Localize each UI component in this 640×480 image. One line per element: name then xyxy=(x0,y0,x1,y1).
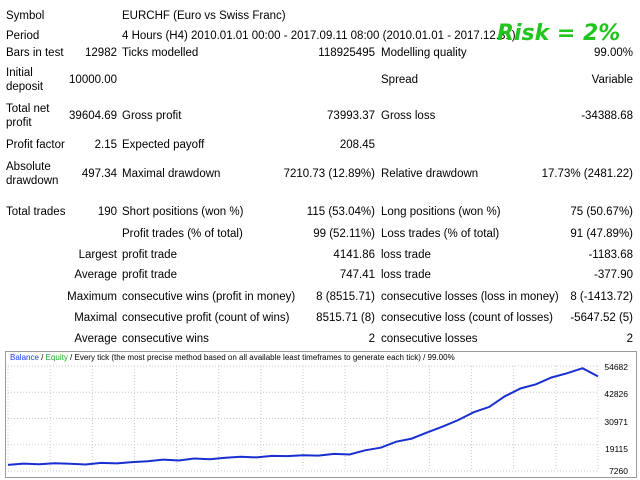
absolute-drawdown-value: 497.34 xyxy=(81,168,117,180)
legend-description: / Every tick (the most precise method ba… xyxy=(67,353,455,362)
average-consecutive-wins-label: consecutive wins xyxy=(122,333,209,345)
y-tick-label: 19115 xyxy=(604,444,628,454)
total-net-profit-label-line2: profit xyxy=(6,117,32,129)
maximal-consecutive-loss-value: -5647.52 (5) xyxy=(570,312,633,324)
modelling-quality-label: Modelling quality xyxy=(381,47,467,59)
maximum-consecutive-losses-value: 8 (-1413.72) xyxy=(570,291,633,303)
maximal-consecutive-loss-label: consecutive loss (count of losses) xyxy=(381,312,553,324)
symbol-label: Symbol xyxy=(6,10,45,22)
maximal-consecutive-profit-label: consecutive profit (count of wins) xyxy=(122,312,290,324)
symbol-value: EURCHF (Euro vs Swiss Franc) xyxy=(122,10,286,22)
absolute-drawdown-label-line1: Absolute xyxy=(6,161,51,173)
average-loss-trade-value: -377.90 xyxy=(593,269,633,281)
profit-trades-value: 99 (52.11%) xyxy=(313,228,375,240)
average-profit-trade-label: profit trade xyxy=(122,269,177,281)
largest-profit-trade-value: 4141.86 xyxy=(333,249,375,261)
average-consecutive-losses-value: 2 xyxy=(626,333,633,345)
bars-in-test-label: Bars in test xyxy=(6,47,64,59)
chart-plot xyxy=(7,365,599,472)
bars-in-test-value: 12982 xyxy=(85,47,117,59)
initial-deposit-label-line2: deposit xyxy=(6,81,44,93)
total-trades-value: 190 xyxy=(97,206,117,218)
maximum-consecutive-wins-label: consecutive wins (profit in money) xyxy=(122,291,296,303)
modelling-quality-value: 99.00% xyxy=(593,47,633,59)
expected-payoff-value: 208.45 xyxy=(339,139,375,151)
largest-loss-trade-label: loss trade xyxy=(381,249,431,261)
risk-annotation: Risk = 2% xyxy=(497,21,621,46)
total-net-profit-label-line1: Total net xyxy=(6,103,50,115)
balance-series-line xyxy=(7,367,599,466)
legend-balance: Balance xyxy=(10,353,39,362)
expected-payoff-label: Expected payoff xyxy=(122,139,205,151)
ticks-modelled-label: Ticks modelled xyxy=(122,47,199,59)
gross-loss-value: -34388.68 xyxy=(581,110,633,122)
loss-trades-label: Loss trades (% of total) xyxy=(381,228,500,240)
period-value: 4 Hours (H4) 2010.01.01 00:00 - 2017.09.… xyxy=(122,30,516,42)
maximal-label: Maximal xyxy=(74,312,117,324)
largest-profit-trade-label: profit trade xyxy=(122,249,177,261)
maximum-consecutive-losses-label: consecutive losses (loss in money) xyxy=(381,291,559,303)
legend-equity: Equity xyxy=(45,353,68,362)
initial-deposit-value: 10000.00 xyxy=(69,74,117,86)
y-tick-label: 7260 xyxy=(609,466,628,476)
legend-separator: / xyxy=(38,353,46,362)
maximum-consecutive-wins-value: 8 (8515.71) xyxy=(316,291,375,303)
y-tick-label: 54682 xyxy=(604,362,628,372)
average-profit-trade-value: 747.41 xyxy=(339,269,375,281)
total-trades-label: Total trades xyxy=(6,206,66,218)
gross-profit-label: Gross profit xyxy=(122,110,182,122)
absolute-drawdown-label-line2: drawdown xyxy=(6,175,59,187)
y-tick-label: 30971 xyxy=(604,417,628,427)
average-label: Average xyxy=(74,269,117,281)
loss-trades-value: 91 (47.89%) xyxy=(570,228,633,240)
short-positions-label: Short positions (won %) xyxy=(122,206,244,218)
profit-factor-value: 2.15 xyxy=(94,139,117,151)
relative-drawdown-value: 17.73% (2481.22) xyxy=(541,168,633,180)
gross-profit-value: 73993.37 xyxy=(327,110,375,122)
total-net-profit-value: 39604.69 xyxy=(69,110,117,122)
balance-chart: Balance / Equity / Every tick (the most … xyxy=(5,351,637,478)
relative-drawdown-label: Relative drawdown xyxy=(381,168,479,180)
maximal-drawdown-value: 7210.73 (12.89%) xyxy=(283,168,375,180)
long-positions-label: Long positions (won %) xyxy=(381,206,501,218)
initial-deposit-label-line1: Initial xyxy=(6,67,33,79)
profit-trades-label: Profit trades (% of total) xyxy=(122,228,243,240)
y-tick-label: 42826 xyxy=(604,389,628,399)
average-loss-trade-label: loss trade xyxy=(381,269,431,281)
average-consecutive-losses-label: consecutive losses xyxy=(381,333,478,345)
short-positions-value: 115 (53.04%) xyxy=(306,206,375,218)
spread-value: Variable xyxy=(591,74,633,86)
average-consecutive-label: Average xyxy=(74,333,117,345)
average-consecutive-wins-value: 2 xyxy=(368,333,375,345)
largest-label: Largest xyxy=(78,249,117,261)
long-positions-value: 75 (50.67%) xyxy=(570,206,633,218)
maximal-consecutive-profit-value: 8515.71 (8) xyxy=(316,312,375,324)
ticks-modelled-value: 118925495 xyxy=(318,47,375,59)
maximum-label: Maximum xyxy=(67,291,117,303)
maximal-drawdown-label: Maximal drawdown xyxy=(122,168,221,180)
largest-loss-trade-value: -1183.68 xyxy=(588,249,633,261)
period-label: Period xyxy=(6,30,40,42)
gross-loss-label: Gross loss xyxy=(381,110,436,122)
chart-legend: Balance / Equity / Every tick (the most … xyxy=(10,353,455,363)
spread-label: Spread xyxy=(381,74,419,86)
profit-factor-label: Profit factor xyxy=(6,139,65,151)
